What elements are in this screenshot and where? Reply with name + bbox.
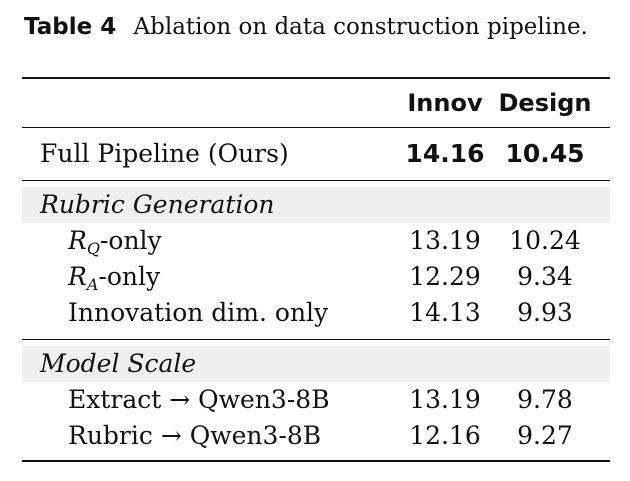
- header-rule: [22, 127, 610, 128]
- ra-only-design: 9.34: [517, 262, 573, 291]
- math-subscript-q: Q: [86, 239, 100, 258]
- rq-only-innov: 13.19: [409, 226, 481, 255]
- table-caption: Table 4 Ablation on data construction pi…: [24, 14, 624, 40]
- bottom-rule: [22, 460, 610, 462]
- table-row-label-rq-only: RQ-only: [68, 226, 162, 264]
- label-suffix: -only: [98, 262, 161, 291]
- label-suffix: -only: [99, 226, 162, 255]
- section-rule-1: [22, 180, 610, 181]
- caption-label: Table 4: [24, 14, 117, 40]
- math-subscript-a: A: [86, 275, 99, 294]
- ra-only-innov: 12.29: [409, 262, 481, 291]
- top-rule: [22, 77, 610, 79]
- table-row-label-ra-only: RA-only: [68, 262, 160, 300]
- innovation-dim-design: 9.93: [517, 298, 573, 327]
- innovation-dim-innov: 14.13: [409, 298, 481, 327]
- full-pipeline-innov: 14.16: [405, 139, 485, 168]
- extract-design: 9.78: [517, 385, 573, 414]
- table-row-label-innovation-dim: Innovation dim. only: [68, 298, 329, 327]
- section-title-rubric-generation: Rubric Generation: [40, 190, 275, 219]
- rubric-innov: 12.16: [409, 421, 481, 450]
- table-row-label-extract: Extract → Qwen3-8B: [68, 385, 330, 414]
- section-background-rubric: [22, 187, 610, 223]
- section-rule-2: [22, 339, 610, 340]
- section-title-model-scale: Model Scale: [40, 349, 197, 378]
- rq-only-design: 10.24: [509, 226, 581, 255]
- header-design: Design: [498, 89, 592, 117]
- extract-innov: 13.19: [409, 385, 481, 414]
- rubric-design: 9.27: [517, 421, 573, 450]
- full-pipeline-design: 10.45: [505, 139, 585, 168]
- section-background-model-scale: [22, 346, 610, 382]
- math-symbol-r: R: [68, 262, 87, 291]
- full-pipeline-label: Full Pipeline (Ours): [40, 139, 289, 168]
- header-innov: Innov: [407, 89, 483, 117]
- caption-text: Ablation on data construction pipeline.: [133, 14, 588, 40]
- table-row-label-rubric: Rubric → Qwen3-8B: [68, 421, 322, 450]
- math-symbol-r: R: [68, 226, 87, 255]
